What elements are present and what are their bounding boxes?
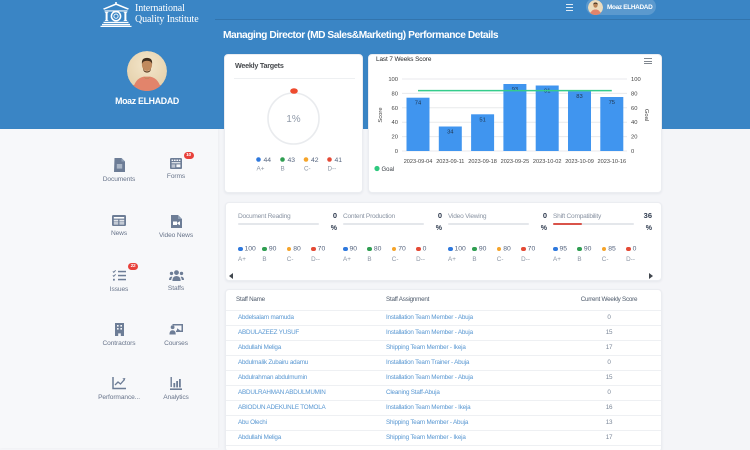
svg-text:D--: D-- (328, 166, 337, 173)
svg-text:2023-09-11: 2023-09-11 (436, 159, 464, 165)
svg-text:Goal: Goal (382, 167, 395, 173)
svg-text:41: 41 (335, 157, 343, 164)
svg-text:40: 40 (631, 120, 637, 126)
svg-text:20: 20 (392, 135, 398, 141)
svg-text:40: 40 (392, 120, 398, 126)
svg-text:44: 44 (264, 157, 272, 164)
svg-text:83: 83 (576, 94, 582, 100)
svg-text:74: 74 (415, 101, 422, 107)
svg-text:80: 80 (631, 91, 637, 97)
svg-text:2023-09-04: 2023-09-04 (404, 159, 433, 165)
svg-text:2023-10-02: 2023-10-02 (533, 159, 562, 165)
svg-text:43: 43 (288, 157, 296, 164)
svg-text:60: 60 (392, 106, 398, 112)
svg-text:51: 51 (479, 117, 485, 123)
svg-text:Goal: Goal (643, 109, 649, 121)
svg-text:2023-10-16: 2023-10-16 (597, 159, 626, 165)
svg-text:34: 34 (447, 130, 454, 136)
svg-text:0: 0 (395, 149, 398, 155)
svg-text:91: 91 (544, 89, 550, 95)
svg-text:2023-09-25: 2023-09-25 (501, 159, 530, 165)
svg-text:20: 20 (631, 135, 637, 141)
svg-text:A+: A+ (257, 166, 265, 173)
svg-text:C-: C- (304, 166, 311, 173)
svg-text:100: 100 (388, 77, 398, 83)
svg-text:100: 100 (631, 77, 641, 83)
svg-text:60: 60 (631, 106, 637, 112)
svg-text:Score: Score (378, 107, 384, 122)
svg-text:2023-10-09: 2023-10-09 (565, 159, 594, 165)
svg-text:75: 75 (609, 100, 615, 106)
svg-text:B: B (281, 166, 285, 173)
svg-text:2023-09-18: 2023-09-18 (468, 159, 497, 165)
svg-text:0: 0 (631, 149, 634, 155)
svg-text:42: 42 (311, 157, 319, 164)
svg-text:80: 80 (392, 91, 398, 97)
svg-text:1%: 1% (286, 114, 300, 125)
